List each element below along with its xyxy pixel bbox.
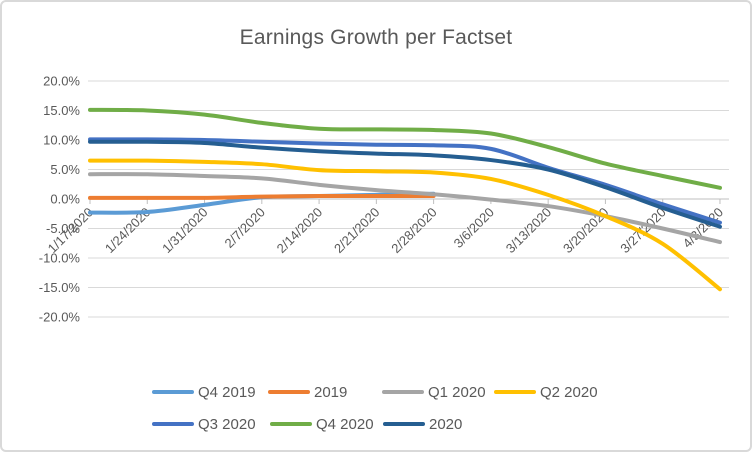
x-axis-tick-label: 2/21/2020: [331, 205, 383, 257]
y-axis-tick-label: -20.0%: [39, 310, 81, 325]
x-axis-tick-label: 3/27/2020: [617, 205, 669, 257]
series-line-q2-2020: [88, 158, 722, 292]
x-axis-tick-label: 1/31/2020: [159, 205, 211, 257]
series-line-2019: [88, 194, 436, 200]
series-line-q3-2020: [88, 137, 722, 225]
legend-label-q1-2020: Q1 2020: [428, 384, 486, 401]
legend-label-q2-2020: Q2 2020: [540, 384, 598, 401]
y-axis-tick-label: 5.0%: [50, 162, 80, 177]
legend-label-2019: 2019: [314, 384, 347, 401]
legend-label-q4-2019: Q4 2019: [198, 384, 256, 401]
y-axis-tick-label: 20.0%: [43, 74, 80, 89]
y-axis-tick-label: 15.0%: [43, 103, 80, 118]
legend-label-2020: 2020: [429, 416, 462, 433]
chart-title: Earnings Growth per Factset: [239, 26, 513, 49]
x-axis-tick-label: 2/14/2020: [274, 205, 326, 257]
x-axis-tick-label: 3/13/2020: [503, 205, 555, 257]
x-axis-tick-label: 2/7/2020: [222, 205, 268, 251]
series-line-q4-2020: [88, 107, 722, 190]
y-axis-tick-label: 0.0%: [50, 192, 80, 207]
y-axis-tick-label: -10.0%: [39, 251, 81, 266]
y-axis-tick-label: -15.0%: [39, 280, 81, 295]
legend-label-q3-2020: Q3 2020: [198, 416, 256, 433]
x-axis-tick-label: 3/6/2020: [451, 205, 497, 251]
y-axis-tick-label: 10.0%: [43, 133, 80, 148]
y-axis-tick-label: -5.0%: [46, 221, 80, 236]
legend-label-q4-2020: Q4 2020: [316, 416, 374, 433]
x-axis-tick-label: 2/28/2020: [388, 205, 440, 257]
series-line-2020: [88, 139, 722, 229]
